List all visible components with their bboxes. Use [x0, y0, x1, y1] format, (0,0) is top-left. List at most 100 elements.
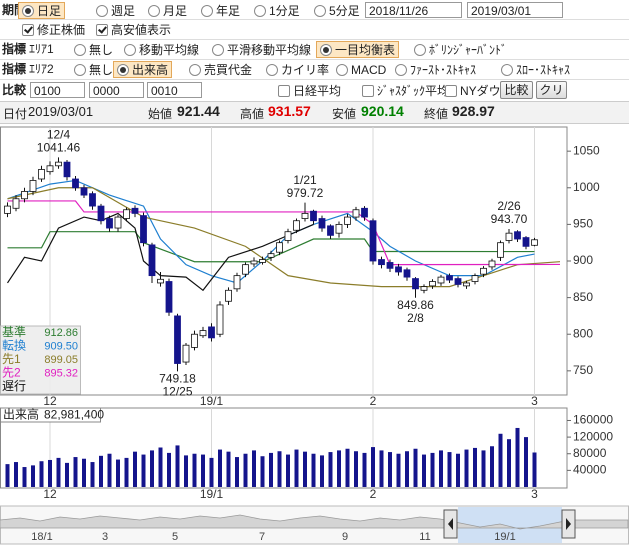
radio-option[interactable]: 平滑移動平均線 [208, 41, 315, 58]
radio-option[interactable]: ﾌｧｰｽﾄ･ｽﾄｷｬｽ [391, 61, 480, 78]
radio-dot[interactable] [25, 7, 31, 14]
option-label[interactable]: 5分足 [329, 4, 360, 18]
option-label[interactable]: 平滑移動平均線 [227, 43, 312, 57]
text-input[interactable]: 0100 [30, 82, 85, 98]
checkbox-option[interactable]: 修正株価 [18, 21, 89, 38]
radio-option[interactable]: 売買代金 [185, 61, 256, 78]
radio-button[interactable] [96, 4, 108, 17]
legend-name: 基準 [2, 324, 26, 339]
radio-option[interactable]: 移動平均線 [120, 41, 203, 58]
radio-button[interactable] [148, 4, 160, 17]
option-label[interactable]: 年足 [216, 4, 241, 18]
radio-option[interactable]: 年足 [197, 2, 244, 19]
option-label[interactable]: 無し [89, 63, 114, 77]
radio-button[interactable] [320, 43, 332, 56]
option-label[interactable]: 修正株価 [37, 23, 86, 37]
radio-option[interactable]: 無し [70, 61, 117, 78]
radio-option[interactable]: 日足 [18, 2, 66, 19]
option-label[interactable]: ﾌｧｰｽﾄ･ｽﾄｷｬｽ [410, 63, 477, 77]
radio-button[interactable] [414, 43, 426, 56]
option-label[interactable]: 移動平均線 [139, 43, 200, 57]
radio-button[interactable] [22, 4, 34, 17]
volume-bar [39, 461, 44, 487]
option-label[interactable]: ｽﾛｰ･ｽﾄｷｬｽ [516, 63, 571, 77]
option-label[interactable]: ｼﾞｬｽﾀﾞｯｸ平均 [377, 84, 450, 98]
checkbox-option[interactable]: 日経平均 [274, 82, 345, 99]
radio-option[interactable]: ﾎﾞﾘﾝｼﾞｬｰﾊﾞﾝﾄﾞ [410, 41, 511, 58]
checkbox[interactable] [278, 84, 290, 97]
volume-bar [294, 449, 299, 487]
candle-body [29, 180, 37, 192]
candle-body [165, 281, 173, 313]
radio-button[interactable] [395, 63, 407, 76]
radio-option[interactable]: 月足 [144, 2, 191, 19]
radio-option[interactable]: 週足 [92, 2, 139, 19]
radio-dot[interactable] [120, 66, 126, 73]
text-input[interactable]: 2019/03/01 [467, 2, 563, 18]
option-label[interactable]: MACD [351, 62, 387, 77]
x-tick-label: 3 [531, 394, 538, 408]
checkbox[interactable] [445, 84, 457, 97]
option-label[interactable]: 1分足 [269, 4, 300, 18]
option-label[interactable]: 月足 [163, 4, 188, 18]
checkbox-option[interactable]: ｼﾞｬｽﾀﾞｯｸ平均 [358, 82, 453, 99]
radio-option[interactable]: 5分足 [310, 2, 364, 19]
y-tick-label: 80000 [573, 446, 607, 460]
option-label[interactable]: 週足 [111, 4, 136, 18]
radio-option[interactable]: 無し [70, 41, 117, 58]
volume-bar [320, 455, 324, 487]
radio-option[interactable]: 出来高 [113, 61, 173, 78]
radio-button[interactable] [74, 43, 86, 56]
button[interactable]: 比較 [500, 81, 533, 99]
checkbox[interactable] [96, 23, 108, 36]
checkbox-option[interactable]: 高安値表示 [92, 21, 175, 38]
checkbox-option[interactable]: NYダウ [441, 82, 505, 99]
radio-button[interactable] [201, 4, 213, 17]
volume-bar [515, 427, 520, 487]
text-input[interactable]: 0010 [147, 82, 202, 98]
checkbox[interactable] [362, 84, 374, 97]
option-label[interactable]: NYダウ [460, 84, 501, 98]
option-label[interactable]: 日足 [37, 4, 62, 18]
option-label[interactable]: 一目均衡表 [335, 43, 396, 57]
volume-bar [192, 453, 197, 487]
radio-option[interactable]: MACD [332, 61, 390, 78]
option-label[interactable]: カイリ率 [281, 63, 330, 77]
radio-button[interactable] [314, 4, 326, 17]
radio-option[interactable]: 一目均衡表 [316, 41, 400, 58]
radio-button[interactable] [254, 4, 266, 17]
radio-button[interactable] [74, 63, 86, 76]
candle-body [225, 289, 232, 302]
checkbox[interactable] [22, 23, 34, 36]
row-label: ｴﾘｱ2 [29, 62, 54, 76]
volume-bar [90, 462, 95, 487]
text-input[interactable]: 0000 [89, 82, 144, 98]
radio-button[interactable] [189, 63, 201, 76]
y-tick-label: 1000 [573, 180, 600, 194]
option-label[interactable]: 日経平均 [293, 84, 342, 98]
candle-body [89, 193, 96, 207]
option-label[interactable]: 高安値表示 [111, 23, 172, 37]
radio-button[interactable] [124, 43, 136, 56]
option-label[interactable]: ﾎﾞﾘﾝｼﾞｬｰﾊﾞﾝﾄﾞ [429, 43, 508, 57]
candle-body [344, 216, 351, 225]
candle-body [242, 264, 249, 275]
volume-bar [430, 452, 435, 487]
candle-body [21, 191, 28, 200]
radio-option[interactable]: ｽﾛｰ･ｽﾄｷｬｽ [497, 61, 574, 78]
option-label[interactable]: 無し [89, 43, 114, 57]
radio-button[interactable] [501, 63, 513, 76]
radio-option[interactable]: 1分足 [250, 2, 304, 19]
text-input[interactable]: 2018/11/26 [365, 2, 462, 18]
volume-bar [201, 454, 205, 487]
radio-button[interactable] [212, 43, 224, 56]
legend-value: 895.32 [44, 367, 78, 379]
option-label[interactable]: 売買代金 [204, 63, 253, 77]
radio-button[interactable] [266, 63, 278, 76]
radio-button[interactable] [117, 63, 129, 76]
option-label[interactable]: 出来高 [132, 63, 169, 77]
radio-dot[interactable] [323, 46, 329, 53]
radio-option[interactable]: カイリ率 [262, 61, 333, 78]
radio-button[interactable] [336, 63, 348, 76]
info-price-label: 安値 [332, 107, 357, 121]
